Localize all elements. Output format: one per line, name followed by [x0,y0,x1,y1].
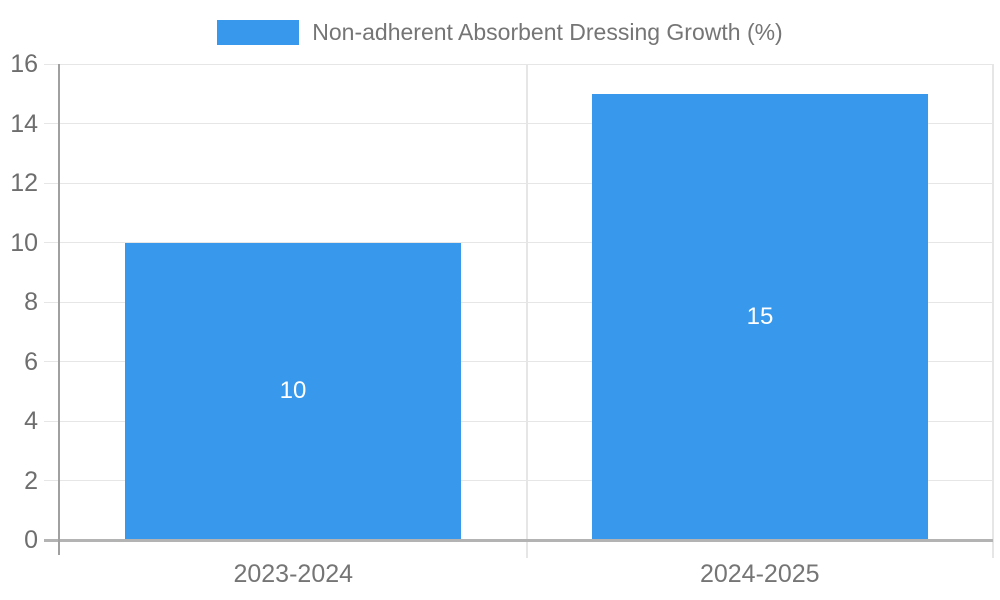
legend-swatch [217,19,300,45]
y-tick-mark [44,63,60,65]
y-tick-mark [44,242,60,243]
y-axis-line [58,64,60,555]
y-tick-label: 0 [24,526,38,554]
bar-value-label: 10 [279,377,307,404]
y-tick-label: 8 [24,288,38,316]
y-tick-label: 6 [24,347,38,376]
y-tick-mark [44,182,60,184]
y-tick-label: 4 [24,407,38,435]
y-tick-mark [44,420,60,422]
y-tick-mark [44,480,60,481]
y-tick-mark [44,123,60,124]
bar [592,93,928,540]
x-category-label: 2024-2025 [699,560,820,588]
category-divider [525,64,528,558]
y-tick-label: 10 [10,228,38,257]
y-tick-label: 12 [10,169,38,197]
y-tick-mark [44,361,60,362]
y-tick-label: 16 [10,50,38,78]
bar-value-label: 15 [746,303,774,330]
y-tick-mark [44,301,60,303]
y-tick-label: 2 [24,466,38,495]
x-axis-baseline [60,539,993,542]
x-category-label: 2023-2024 [233,560,354,588]
category-divider [992,64,994,558]
legend-label: Non-adherent Absorbent Dressing Growth (… [312,18,783,45]
bar [125,242,461,540]
y-tick-label: 14 [10,109,38,138]
chart-legend: Non-adherent Absorbent Dressing Growth (… [0,19,1000,45]
y-tick-mark [44,538,60,542]
